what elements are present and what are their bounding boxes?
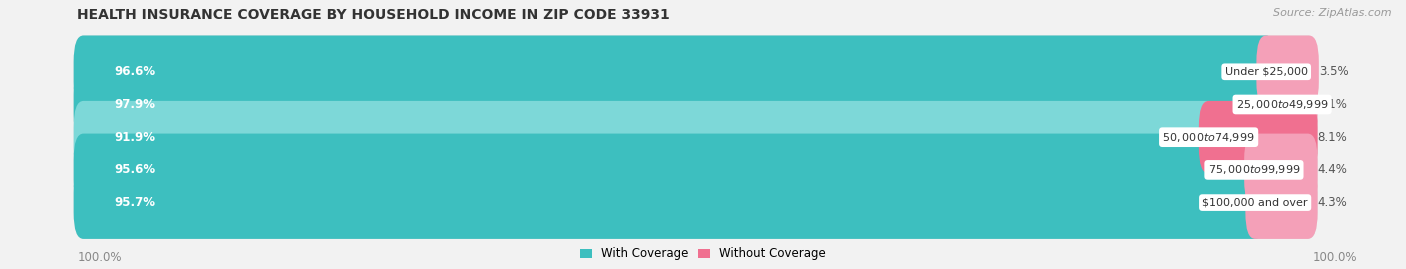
FancyBboxPatch shape: [73, 36, 1317, 108]
FancyBboxPatch shape: [73, 101, 1219, 174]
Text: Under $25,000: Under $25,000: [1225, 67, 1308, 77]
Text: 8.1%: 8.1%: [1317, 131, 1347, 144]
FancyBboxPatch shape: [73, 166, 1317, 239]
FancyBboxPatch shape: [1257, 36, 1319, 108]
FancyBboxPatch shape: [1244, 134, 1317, 206]
FancyBboxPatch shape: [1246, 166, 1317, 239]
Text: $75,000 to $99,999: $75,000 to $99,999: [1208, 163, 1301, 176]
Text: 4.4%: 4.4%: [1317, 163, 1347, 176]
Text: HEALTH INSURANCE COVERAGE BY HOUSEHOLD INCOME IN ZIP CODE 33931: HEALTH INSURANCE COVERAGE BY HOUSEHOLD I…: [77, 8, 671, 22]
Text: 4.3%: 4.3%: [1317, 196, 1347, 209]
Text: 96.6%: 96.6%: [114, 65, 155, 78]
FancyBboxPatch shape: [73, 101, 1317, 174]
Text: 100.0%: 100.0%: [1312, 251, 1357, 264]
Legend: With Coverage, Without Coverage: With Coverage, Without Coverage: [579, 247, 827, 260]
FancyBboxPatch shape: [73, 68, 1292, 141]
Text: 95.6%: 95.6%: [114, 163, 155, 176]
Text: 95.7%: 95.7%: [114, 196, 155, 209]
FancyBboxPatch shape: [73, 166, 1265, 239]
Text: $50,000 to $74,999: $50,000 to $74,999: [1163, 131, 1256, 144]
FancyBboxPatch shape: [73, 68, 1317, 141]
Text: 97.9%: 97.9%: [114, 98, 155, 111]
Text: $25,000 to $49,999: $25,000 to $49,999: [1236, 98, 1329, 111]
Text: 2.1%: 2.1%: [1317, 98, 1347, 111]
FancyBboxPatch shape: [73, 36, 1277, 108]
Text: $100,000 and over: $100,000 and over: [1202, 198, 1308, 208]
FancyBboxPatch shape: [73, 134, 1264, 206]
FancyBboxPatch shape: [73, 134, 1317, 206]
Text: 91.9%: 91.9%: [114, 131, 155, 144]
Text: Source: ZipAtlas.com: Source: ZipAtlas.com: [1274, 8, 1392, 18]
FancyBboxPatch shape: [1199, 101, 1317, 174]
FancyBboxPatch shape: [1272, 68, 1317, 141]
Text: 3.5%: 3.5%: [1319, 65, 1348, 78]
Text: 100.0%: 100.0%: [77, 251, 122, 264]
